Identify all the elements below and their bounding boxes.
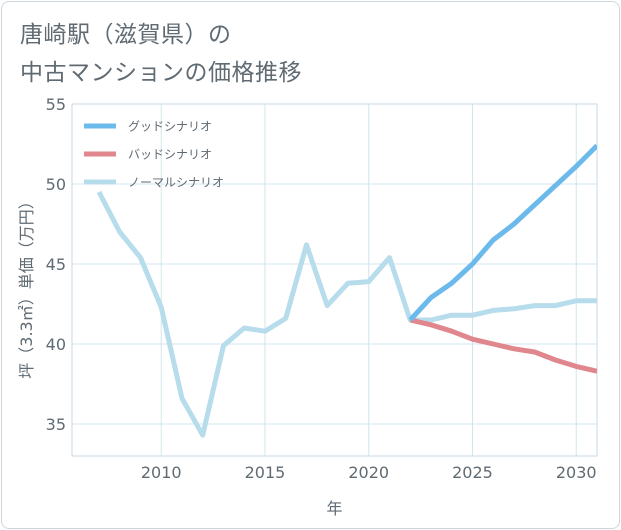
x-tick-label: 2030 [556,463,597,482]
y-tick-label: 40 [46,335,66,354]
series-line-bad [409,317,597,374]
chart-title-line-2: 中古マンションの価格推移 [20,60,302,86]
y-tick-label: 55 [46,95,66,114]
series-line-normal [96,190,597,438]
y-tick-label: 45 [46,255,66,274]
legend-label-good: グッドシナリオ [128,120,212,134]
x-axis: 2010 2015 2020 2025 2030 [141,463,597,482]
plot-area [71,103,598,457]
x-axis-label: 年 [326,499,342,518]
x-tick-label: 2010 [141,463,182,482]
y-axis-label: 坪（3.3㎡）単価（万円） [17,193,36,378]
chart-title: 唐崎駅（滋賀県）の 中古マンションの価格推移 [20,16,302,92]
series-line-good [408,143,597,322]
chart-title-line-1: 唐崎駅（滋賀県）の [20,22,232,48]
y-tick-label: 50 [46,175,66,194]
x-tick-label: 2015 [245,463,286,482]
y-axis: 35 40 45 50 55 [46,95,66,434]
x-tick-label: 2025 [452,463,493,482]
x-tick-label: 2020 [348,463,389,482]
y-tick-label: 35 [46,415,66,434]
legend-label-normal: ノーマルシナリオ [128,176,224,190]
series-lines [96,143,597,438]
legend-label-bad: バッドシナリオ [128,148,212,162]
